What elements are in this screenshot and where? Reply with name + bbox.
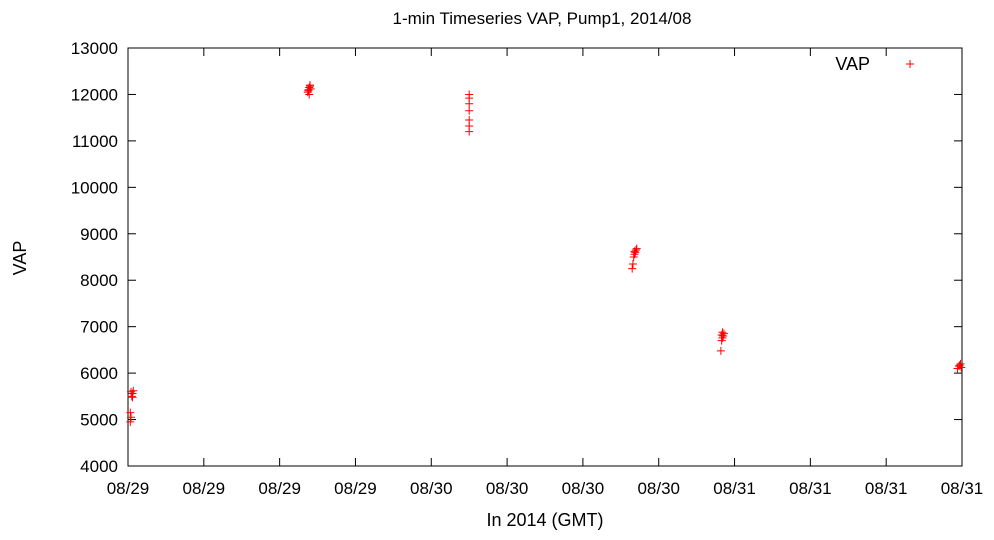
data-point: [128, 393, 137, 402]
x-axis-ticks: 08/29 08/29 08/29 08/29 08/30 08/30 08/30 08/30…: [107, 48, 984, 498]
y-tick-label: 9000: [80, 225, 118, 244]
y-tick-label: 8000: [80, 271, 118, 290]
x-tick-label: 08/31: [789, 479, 832, 498]
data-point: [304, 86, 313, 95]
data-point: [465, 106, 474, 115]
data-point: [127, 387, 136, 396]
x-axis-label: In 2014 (GMT): [486, 510, 603, 530]
legend-marker: [906, 60, 914, 68]
chart-title: 1-min Timeseries VAP, Pump1, 2014/08: [393, 9, 692, 28]
y-tick-label: 7000: [80, 318, 118, 337]
legend-label: VAP: [835, 54, 870, 74]
data-point: [126, 408, 135, 417]
y-tick-label: 6000: [80, 364, 118, 383]
x-tick-label: 08/30: [637, 479, 680, 498]
data-point: [127, 413, 136, 422]
x-tick-label: 08/30: [562, 479, 605, 498]
legend-marker-symbol: [906, 60, 914, 68]
x-tick-label: 08/30: [410, 479, 453, 498]
data-point: [465, 115, 474, 124]
legend: VAP: [835, 54, 914, 74]
data-point: [305, 82, 314, 91]
data-point: [630, 247, 639, 256]
x-tick-label: 08/31: [865, 479, 908, 498]
x-tick-label: 08/29: [107, 479, 150, 498]
y-tick-label: 5000: [80, 411, 118, 430]
data-points: [126, 81, 966, 426]
data-point: [465, 90, 474, 99]
y-tick-label: 10000: [71, 178, 118, 197]
x-tick-label: 08/29: [258, 479, 301, 498]
y-tick-label: 4000: [80, 457, 118, 476]
x-tick-label: 08/31: [713, 479, 756, 498]
data-point: [628, 259, 637, 268]
y-tick-label: 13000: [71, 39, 118, 58]
y-tick-label: 12000: [71, 85, 118, 104]
data-point: [126, 417, 135, 426]
x-tick-label: 08/30: [486, 479, 529, 498]
data-point: [956, 359, 965, 368]
data-point: [955, 361, 964, 370]
y-axis-label: VAP: [10, 241, 30, 276]
data-point: [717, 331, 726, 340]
y-tick-label: 11000: [72, 132, 118, 151]
x-tick-label: 08/31: [941, 479, 984, 498]
plot-frame: [127, 47, 963, 467]
x-tick-label: 08/29: [334, 479, 377, 498]
x-tick-label: 08/29: [183, 479, 226, 498]
data-point: [305, 90, 314, 99]
data-point: [716, 346, 725, 355]
data-point: [631, 246, 640, 255]
y-axis-ticks: 4000 5000 6000 7000 8000 9000 10000 11000 12000 1…: [71, 39, 962, 476]
data-point: [628, 264, 637, 273]
